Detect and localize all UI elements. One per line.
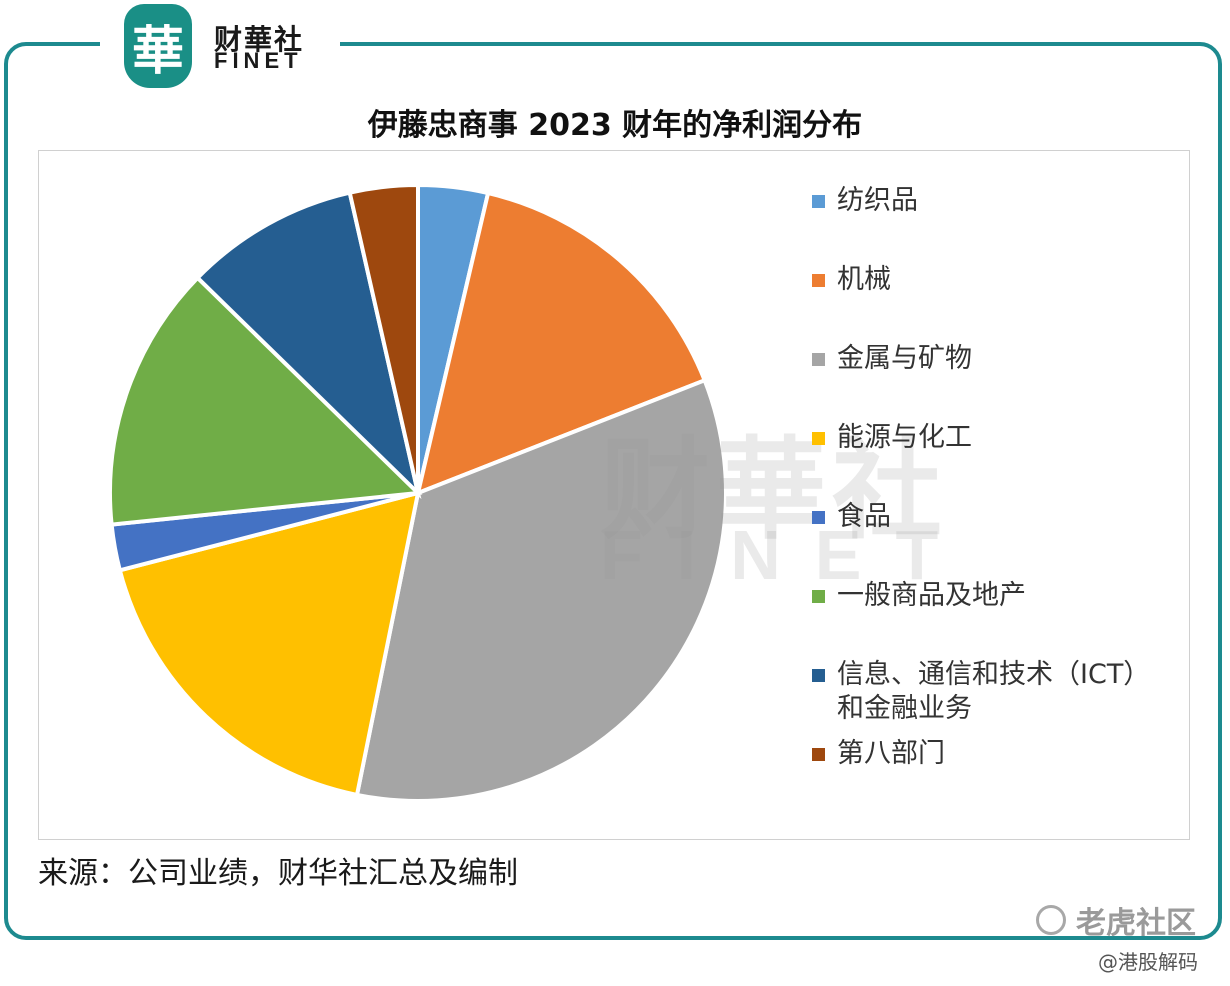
legend-item-6: 一般商品及地产 xyxy=(812,579,1026,613)
legend-item-4: 能源与化工 xyxy=(812,421,972,455)
legend-label: 第八部门 xyxy=(837,738,945,769)
legend-label: 能源与化工 xyxy=(837,422,972,453)
pie-slice-2 xyxy=(415,190,708,497)
legend-item-3: 金属与矿物 xyxy=(812,342,972,376)
legend-label: 纺织品 xyxy=(837,185,918,216)
legend-swatch xyxy=(812,195,825,208)
chart-plot-area xyxy=(38,150,1190,840)
legend-swatch xyxy=(812,590,825,603)
legend-label: 金属与矿物 xyxy=(837,343,972,374)
legend-swatch xyxy=(812,511,825,524)
tiger-community-label: 老虎社区 xyxy=(1076,906,1196,941)
author-handle: @港股解码 xyxy=(1098,950,1198,974)
pie-slice-6 xyxy=(108,275,423,527)
legend-swatch xyxy=(812,432,825,445)
legend-item-8: 第八部门 xyxy=(812,737,945,771)
tiger-logo-icon xyxy=(1036,905,1066,935)
finet-logo-name-cn: 财華社 xyxy=(214,23,305,56)
pie-slice-4 xyxy=(117,490,421,798)
legend-swatch xyxy=(812,274,825,287)
pie-slice-7 xyxy=(194,190,422,500)
legend-item-1: 纺织品 xyxy=(812,184,918,218)
legend-label: 机械 xyxy=(837,264,891,295)
legend-swatch xyxy=(812,353,825,366)
legend-swatch xyxy=(812,748,825,761)
legend-label: 一般商品及地产 xyxy=(837,580,1026,611)
pie-slice-8 xyxy=(347,182,420,494)
legend-label: 食品 xyxy=(837,501,891,532)
tiger-community-watermark: 老虎社区 xyxy=(1036,898,1196,942)
source-note: 来源：公司业绩，财华社汇总及编制 xyxy=(38,856,518,891)
legend-item-5: 食品 xyxy=(812,500,891,534)
chart-title: 伊藤忠商事 2023 财年的净利润分布 xyxy=(367,108,863,143)
legend-label: 信息、通信和技术（ICT） 和金融业务 xyxy=(837,659,1151,724)
legend-item-2: 机械 xyxy=(812,263,891,297)
card-frame xyxy=(4,42,1222,940)
finet-logo-badge: 華 xyxy=(124,4,192,88)
legend-swatch xyxy=(812,669,825,682)
pie-slice-3 xyxy=(354,377,728,803)
finet-logo-name-en: FINET xyxy=(214,48,303,73)
legend-item-7: 信息、通信和技术（ICT） 和金融业务 xyxy=(812,658,1150,726)
